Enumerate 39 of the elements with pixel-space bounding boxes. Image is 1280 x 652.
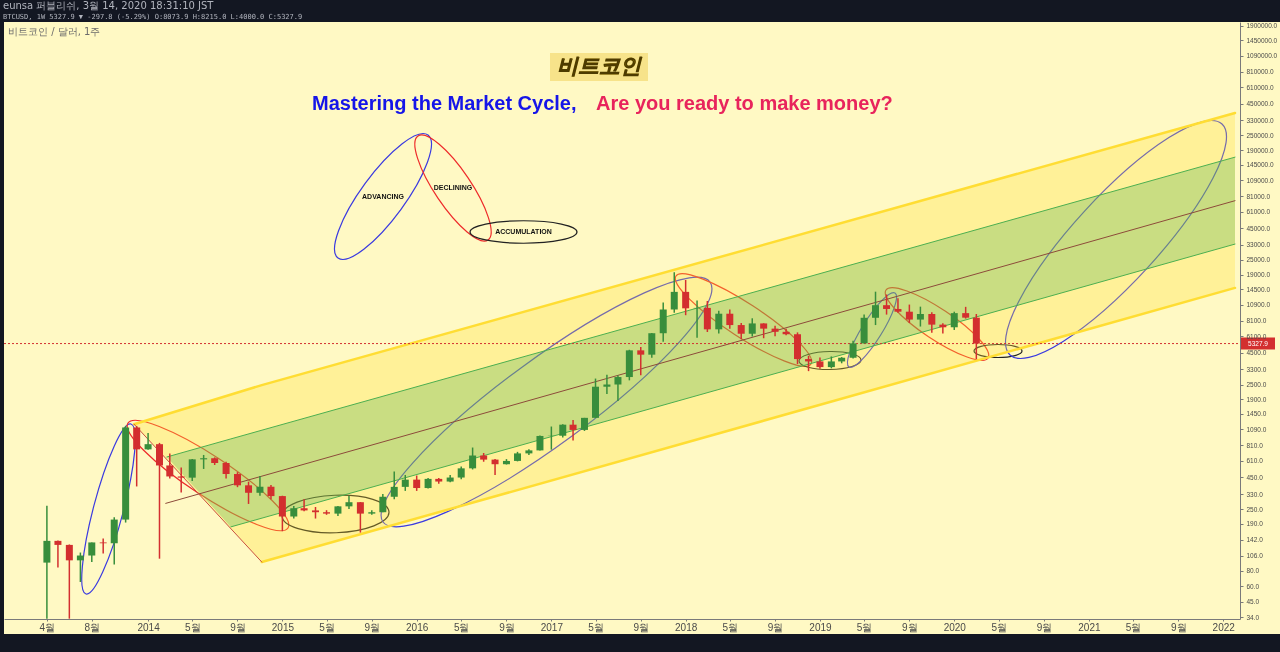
x-tick-label: 9월 — [230, 621, 246, 633]
x-tick-label: 5월 — [856, 621, 873, 633]
x-tick-label: 2020 — [943, 621, 967, 633]
candlestick — [368, 509, 376, 516]
x-tick-label: 2021 — [1078, 621, 1101, 633]
x-tick-label: 5월 — [184, 621, 201, 633]
x-tick-label: 5월 — [1125, 621, 1142, 633]
x-tick-label: 9월 — [364, 621, 381, 633]
x-tick-label: 5월 — [319, 621, 335, 633]
candlestick — [245, 480, 253, 505]
x-tick-label: 2019 — [809, 621, 833, 633]
annotation: Are you ready to make money? — [596, 92, 893, 114]
x-tick-label: 2014 — [137, 621, 161, 633]
x-tick-label: 5월 — [722, 621, 739, 633]
x-tick-label: 5월 — [588, 621, 604, 633]
candlestick — [916, 305, 924, 328]
x-tick-label: 9월 — [767, 621, 784, 633]
x-tick-label: 9월 — [499, 621, 515, 633]
x-tick-label: 5월 — [991, 621, 1008, 633]
x-tick-label: 9월 — [633, 621, 650, 633]
annotation: 비트코인 / 달러, 1주 — [8, 26, 101, 37]
candlestick — [748, 317, 756, 338]
x-tick-label: 2015 — [271, 621, 295, 633]
x-tick-label: 2018 — [675, 621, 698, 633]
x-tick-label: 4월 — [39, 621, 56, 633]
text: 비트코인 — [557, 54, 643, 78]
x-tick-label: 2016 — [406, 621, 429, 633]
x-tick-label: 9월 — [1171, 621, 1187, 633]
x-tick-label: 9월 — [902, 621, 918, 633]
candlestick — [177, 466, 185, 494]
x-tick-label: 8월 — [84, 621, 101, 633]
text: eunsa 퍼블리쉬, 3월 14, 2020 18:31:10 JST — [3, 0, 215, 11]
candlestick — [883, 293, 891, 316]
x-tick-label: 2022 — [1212, 621, 1236, 633]
x-tick-label: 9월 — [1036, 621, 1053, 633]
x-tick-label: 2017 — [540, 621, 564, 633]
x-tick-label: 5월 — [453, 621, 470, 633]
text: Mastering the Market Cycle, — [312, 92, 577, 114]
candlestick — [356, 501, 364, 534]
